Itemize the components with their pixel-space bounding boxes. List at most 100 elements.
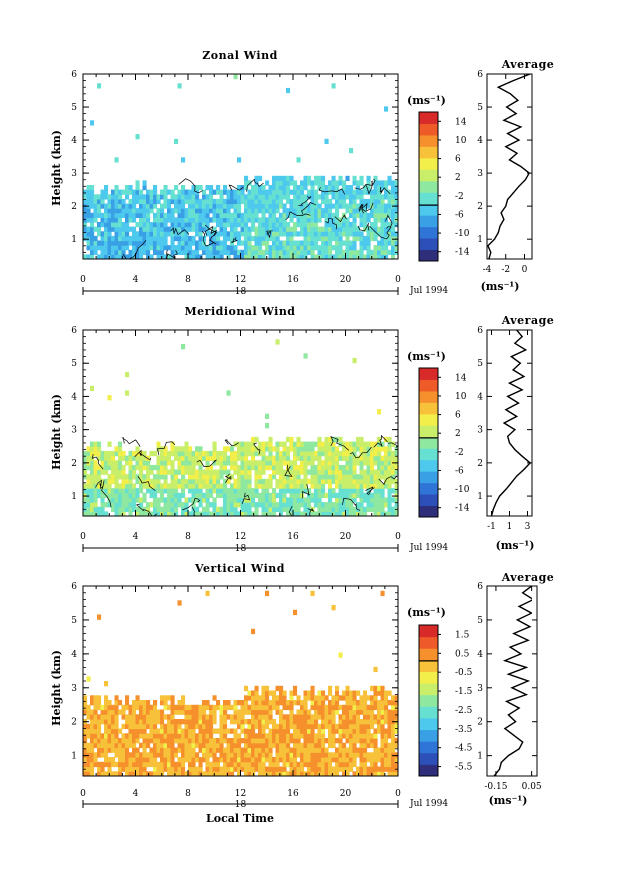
x-tick-label: 20 bbox=[340, 532, 352, 542]
heatmap-cell bbox=[160, 742, 165, 749]
heatmap-cell bbox=[366, 695, 371, 701]
heatmap-cell bbox=[86, 231, 91, 237]
heatmap-cell bbox=[167, 450, 172, 457]
heatmap-cell bbox=[314, 478, 319, 485]
heatmap-cell bbox=[328, 235, 333, 242]
heatmap-cell bbox=[265, 180, 270, 186]
heatmap-cell bbox=[300, 488, 305, 494]
heatmap-cell bbox=[128, 738, 133, 744]
heatmap-cell bbox=[160, 464, 165, 471]
heatmap-cell bbox=[167, 752, 172, 758]
heatmap-cell bbox=[314, 695, 319, 701]
heatmap-cell bbox=[118, 766, 123, 772]
heatmap-cell bbox=[135, 245, 140, 251]
heatmap-cell bbox=[286, 249, 291, 255]
heatmap-cell bbox=[205, 733, 210, 739]
heatmap-cell bbox=[279, 700, 284, 706]
heatmap-cell bbox=[384, 245, 389, 251]
heatmap-cell bbox=[377, 511, 382, 516]
heatmap-cell bbox=[111, 254, 116, 259]
heatmap-cell bbox=[268, 249, 273, 255]
heatmap-cell bbox=[216, 747, 221, 753]
heatmap-cell bbox=[160, 446, 165, 452]
x-tick-label: 12 bbox=[235, 532, 246, 542]
heatmap-cell bbox=[289, 464, 294, 471]
heatmap-cell bbox=[352, 695, 357, 701]
heatmap-cell bbox=[247, 180, 252, 186]
heatmap-cell bbox=[132, 483, 137, 489]
heatmap-cell bbox=[202, 709, 207, 715]
heatmap-cell bbox=[212, 757, 217, 763]
heatmap-cell bbox=[86, 723, 91, 730]
heatmap-cell bbox=[146, 752, 151, 758]
heatmap-cell bbox=[289, 714, 294, 720]
heatmap-cell bbox=[97, 700, 102, 706]
heatmap-cell bbox=[366, 488, 371, 494]
heatmap-cell bbox=[293, 464, 298, 471]
heatmap-cell bbox=[146, 474, 151, 480]
heatmap-cell bbox=[261, 771, 266, 776]
heatmap-cell bbox=[352, 254, 357, 259]
heatmap-cell bbox=[356, 189, 361, 195]
heatmap-cell bbox=[212, 226, 217, 232]
heatmap-cell bbox=[160, 757, 165, 763]
heatmap-cell bbox=[349, 478, 354, 485]
heatmap-cell bbox=[335, 474, 340, 480]
heatmap-cell bbox=[268, 761, 273, 768]
heatmap-cell bbox=[342, 704, 347, 711]
heatmap-cell bbox=[328, 185, 333, 191]
heatmap-cell bbox=[373, 212, 378, 218]
heatmap-cell bbox=[331, 478, 336, 485]
heatmap-cell bbox=[317, 460, 322, 466]
heatmap-cell bbox=[328, 249, 333, 255]
heatmap-cell bbox=[212, 719, 217, 725]
heatmap-cell bbox=[335, 194, 340, 200]
heatmap-cell bbox=[223, 240, 228, 246]
heatmap-cell bbox=[90, 488, 95, 494]
heatmap-cell bbox=[93, 478, 98, 485]
heatmap-cell bbox=[275, 208, 280, 214]
x-tick-label: 8 bbox=[185, 532, 191, 542]
heatmap-cell bbox=[230, 446, 235, 452]
heatmap-cell bbox=[363, 766, 368, 772]
heatmap-cell bbox=[233, 203, 238, 209]
heatmap-cell bbox=[258, 709, 263, 715]
heatmap-cell bbox=[156, 222, 161, 228]
heatmap-cell bbox=[104, 240, 109, 246]
heatmap-cell bbox=[191, 728, 196, 734]
heatmap-cell bbox=[317, 249, 322, 255]
heatmap-cell bbox=[282, 185, 287, 191]
heatmap-cell bbox=[188, 464, 193, 471]
heatmap-cell bbox=[188, 450, 193, 457]
heatmap-cell bbox=[349, 231, 354, 237]
heatmap-cell bbox=[265, 492, 270, 499]
heatmap-cell bbox=[387, 235, 392, 242]
heatmap-cell bbox=[321, 175, 326, 181]
heatmap-cell bbox=[202, 474, 207, 480]
heatmap-cell bbox=[195, 719, 200, 725]
heatmap-cell bbox=[233, 231, 238, 237]
heatmap-cell bbox=[191, 455, 196, 461]
heatmap-cell bbox=[121, 704, 126, 711]
heatmap-cell bbox=[352, 709, 357, 715]
contour-line bbox=[288, 506, 293, 516]
heatmap-cell bbox=[370, 469, 375, 475]
heatmap-cell bbox=[195, 212, 200, 218]
heatmap-cell bbox=[286, 226, 291, 232]
heatmap-cell bbox=[251, 719, 256, 725]
contour-line bbox=[334, 214, 347, 223]
heatmap-cell bbox=[244, 446, 249, 452]
heatmap-cell bbox=[244, 502, 249, 508]
heatmap-cell bbox=[391, 474, 396, 480]
heatmap-cell bbox=[377, 723, 382, 730]
heatmap-cell bbox=[321, 728, 326, 734]
heatmap-cell bbox=[223, 511, 228, 516]
heatmap-cell bbox=[132, 464, 137, 471]
profile-point bbox=[521, 389, 523, 391]
heatmap-cell bbox=[111, 469, 116, 475]
heatmap-cell bbox=[268, 203, 273, 209]
heatmap-cell bbox=[331, 222, 336, 228]
heatmap-cell bbox=[359, 704, 364, 711]
heatmap-cell bbox=[237, 757, 242, 763]
heatmap-cell bbox=[230, 249, 235, 255]
